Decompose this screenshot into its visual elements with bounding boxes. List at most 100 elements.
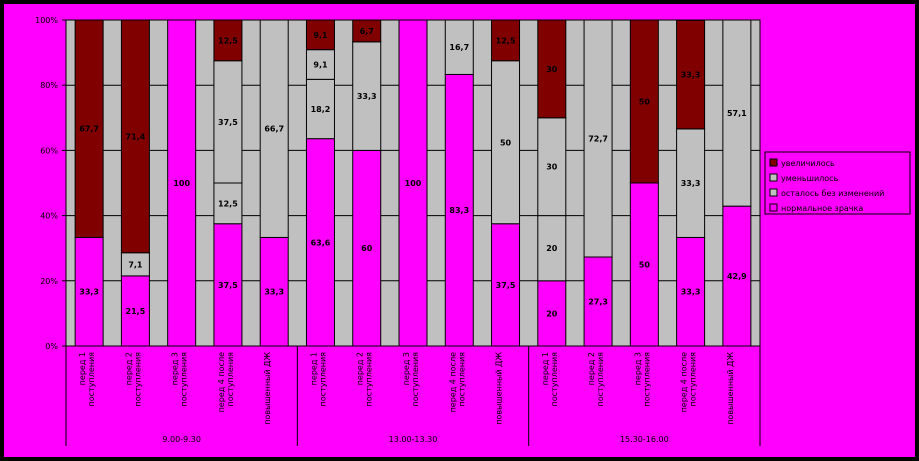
category-label: перед 3поступления	[171, 352, 189, 407]
data-label: 63,6	[311, 238, 331, 247]
bar-segment-increased	[629, 19, 659, 184]
category-label: повышенный ДЖ	[726, 352, 735, 425]
data-label: 67,7	[79, 125, 99, 134]
data-label: 33,3	[264, 288, 284, 297]
legend-swatch-increased	[769, 158, 778, 167]
legend-swatch-normal	[769, 203, 778, 212]
bar-segment-normal	[259, 236, 289, 347]
bar-segment-normal	[167, 19, 197, 347]
bar-segment-decreased	[259, 19, 289, 238]
bar-segment-increased	[120, 19, 150, 254]
category-label: перед 4 послепоступления	[448, 352, 466, 413]
bar-segment-decreased	[491, 60, 521, 225]
data-label: 71,4	[126, 132, 146, 141]
category-label: перед 4 послепоступления	[680, 352, 698, 413]
group-label: 15.30-16.00	[620, 435, 669, 444]
data-label: 30	[546, 163, 558, 172]
y-tick-label: 20%	[40, 277, 58, 286]
bar-segment-decreased	[676, 128, 706, 238]
bar-segment-decreased	[537, 117, 567, 217]
y-tick-label: 80%	[40, 81, 58, 90]
data-label: 33,3	[79, 288, 99, 297]
bar-segment-normal	[676, 236, 706, 347]
group-label: 13.00-13.30	[389, 435, 438, 444]
category-label: повышенный ДЖ	[495, 352, 504, 425]
data-label: 83,3	[449, 206, 469, 215]
data-label: 42,9	[727, 272, 747, 281]
data-label: 50	[639, 261, 651, 270]
data-label: 27,3	[588, 298, 608, 307]
data-label: 16,7	[449, 43, 469, 52]
data-label: 57,1	[727, 109, 747, 118]
bars-layer: 33,3 67,7 21,5 7,1 71,4 100 37,5 12,5 37,5 12,5 33…	[74, 19, 752, 347]
category-label: перед 2поступления	[587, 352, 605, 407]
data-label: 33,3	[681, 179, 701, 188]
legend-label-increased: увеличилось	[781, 159, 835, 168]
bar-segment-decreased	[352, 41, 382, 151]
legend-label-unchanged: осталось без изменений	[781, 189, 884, 198]
y-tick-label: 40%	[40, 212, 58, 221]
data-label: 100	[173, 179, 190, 188]
group-label: 9.00-9.30	[162, 435, 201, 444]
bar-segment-normal	[444, 73, 474, 347]
data-label: 18,2	[311, 105, 331, 114]
category-label: перед 3поступления	[402, 352, 420, 407]
bar-segment-normal	[629, 182, 659, 347]
data-label: 50	[639, 98, 651, 107]
category-label: перед 3поступления	[633, 352, 651, 407]
category-label: перед 2поступления	[124, 352, 142, 407]
bar-segment-decreased	[305, 49, 335, 80]
bar-segment-increased	[491, 19, 521, 62]
bar-segment-unchanged	[213, 182, 243, 225]
category-label: перед 4 послепоступления	[217, 352, 235, 413]
category-label: перед 1поступления	[309, 352, 327, 407]
category-label: повышенный ДЖ	[263, 352, 272, 425]
data-label: 20	[546, 244, 558, 253]
bar-segment-increased	[537, 19, 567, 119]
bar-segment-normal	[120, 275, 150, 347]
category-label: перед 1поступления	[78, 352, 96, 407]
data-label: 9,1	[313, 60, 328, 69]
data-label: 33,3	[681, 288, 701, 297]
data-label: 33,3	[681, 71, 701, 80]
data-label: 12,5	[218, 199, 238, 208]
bar-segment-normal	[74, 236, 104, 347]
data-label: 72,7	[588, 135, 608, 144]
data-label: 30	[546, 65, 558, 74]
category-label: перед 1поступления	[541, 352, 559, 407]
bar-segment-unchanged	[537, 215, 567, 282]
bar-segment-normal	[537, 280, 567, 347]
bar-segment-increased	[676, 19, 706, 130]
legend-swatch-decreased	[769, 173, 778, 182]
data-label: 37,5	[496, 281, 516, 290]
bar-segment-decreased	[722, 19, 752, 207]
bar-segment-normal	[305, 138, 335, 347]
bar-segment-increased	[213, 19, 243, 62]
category-label: перед 2поступления	[356, 352, 374, 407]
data-label: 12,5	[218, 36, 238, 45]
data-label: 20	[546, 309, 558, 318]
data-label: 60	[361, 244, 373, 253]
legend-label-decreased: уменьшилось	[781, 174, 839, 183]
legend-swatch-unchanged	[769, 188, 778, 197]
y-tick-label: 60%	[40, 146, 58, 155]
bar-segment-increased	[74, 19, 104, 238]
bar-segment-unchanged	[305, 78, 335, 140]
bar-segment-decreased	[213, 60, 243, 184]
legend-box	[764, 151, 911, 215]
x-axis: перед 1поступления перед 2поступления пере…	[65, 346, 761, 446]
data-label: 9,1	[313, 31, 328, 40]
bar-segment-normal	[352, 149, 382, 347]
data-label: 7,1	[128, 260, 143, 269]
bar-segment-increased	[305, 19, 335, 51]
bar-segment-normal	[583, 256, 613, 347]
data-label: 21,5	[126, 307, 146, 316]
y-tick-label: 100%	[35, 16, 58, 25]
legend-label-normal: нормальное зрачка	[781, 204, 863, 213]
legend: увеличилось уменьшилось осталось без измен…	[764, 151, 911, 215]
data-label: 66,7	[264, 125, 284, 134]
data-label: 6,7	[360, 27, 374, 36]
bar-segment-normal	[213, 223, 243, 347]
